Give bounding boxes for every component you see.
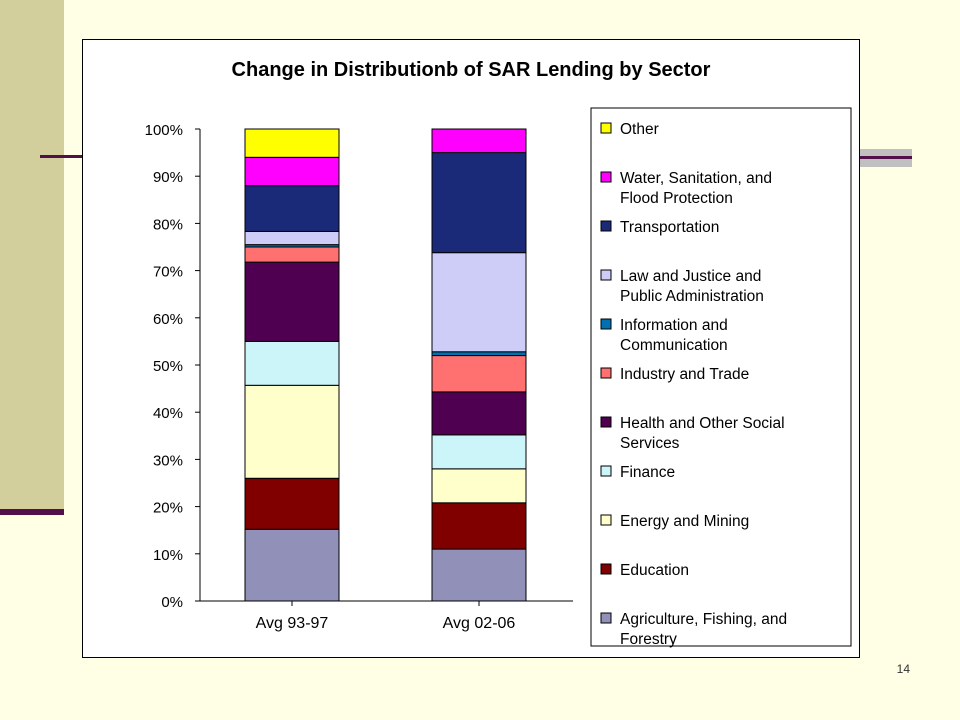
bar-segment [244,477,340,530]
bar-segment [244,230,340,246]
y-tick-label: 10% [153,547,183,564]
bar-segment [431,128,527,154]
left-accent-line [40,155,86,158]
bar-segment [431,355,527,393]
y-tick-label: 80% [153,216,183,233]
bar-segment [431,351,527,357]
legend-swatch [600,220,612,232]
legend-swatch [600,367,612,379]
page-number: 14 [896,662,910,676]
y-tick-label: 60% [153,311,183,328]
stacked-bar-chart: Change in Distributionb of SAR Lending b… [145,59,852,648]
y-tick-label: 30% [153,452,183,469]
y-tick-label: 100% [145,122,183,139]
bar-segment [431,391,527,436]
bar-segment [244,528,340,602]
chart-title: Change in Distributionb of SAR Lending b… [232,59,711,81]
y-tick-label: 90% [153,169,183,186]
y-tick-label: 50% [153,358,183,375]
legend-label: Transportation [620,219,719,236]
bar-segment [244,246,340,263]
bar-segment [244,340,340,386]
x-tick-label: Avg 02-06 [443,615,516,632]
legend-label: Other [620,121,659,138]
legend-label: Finance [620,464,675,481]
bar-segment [431,252,527,353]
legend-swatch [600,171,612,183]
legend-swatch [600,514,612,526]
bar-segment [431,548,527,602]
y-tick-label: 0% [161,594,183,611]
legend-swatch [600,269,612,281]
bar-segment [244,156,340,187]
legend-swatch [600,563,612,575]
bar-segment [431,434,527,470]
bar-segment [431,152,527,254]
y-tick-label: 70% [153,264,183,281]
legend-label: Information and Communication [620,317,728,354]
legend-label: Law and Justice and Public Administration [620,268,764,305]
bar-segment [244,185,340,232]
bar-segment [431,468,527,504]
legend-label: Education [620,562,689,579]
legend-label: Energy and Mining [620,513,749,530]
bar-segment [244,128,340,158]
left-band-bottom-rule [0,509,64,515]
y-tick-label: 20% [153,500,183,517]
right-accent-line [858,156,912,159]
legend-swatch [600,318,612,330]
legend-label: Agriculture, Fishing, and Forestry [620,611,787,648]
y-tick-label: 40% [153,405,183,422]
chart-frame: Change in Distributionb of SAR Lending b… [82,39,860,658]
legend-swatch [600,122,612,134]
legend-swatch [600,416,612,428]
legend-label: Water, Sanitation, and Flood Protection [620,170,772,207]
bar-segment [431,502,527,550]
bar-segment [244,261,340,342]
legend-box [590,107,852,647]
legend-label: Industry and Trade [620,366,749,383]
legend-swatch [600,465,612,477]
legend-swatch [600,612,612,624]
x-tick-label: Avg 93-97 [256,615,329,632]
bar-segment [244,384,340,479]
legend-label: Health and Other Social Services [620,415,785,452]
left-decorative-band [0,0,64,512]
